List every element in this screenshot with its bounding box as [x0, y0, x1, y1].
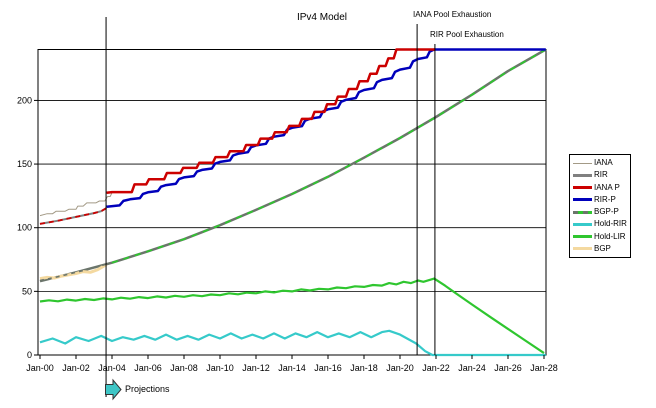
legend-item: RIR: [573, 169, 629, 181]
x-tick-label: Jan-24: [458, 363, 486, 373]
x-tick-label: Jan-16: [314, 363, 342, 373]
series-rir-red-dash: [39, 207, 108, 225]
x-tick-label: Jan-08: [170, 363, 198, 373]
legend-swatch-bgp-icon: [573, 247, 592, 251]
legend-swatch-bgp-p-icon: [573, 210, 592, 214]
legend-item: Hold-LIR: [573, 231, 629, 243]
x-tick-label: Jan-26: [494, 363, 522, 373]
x-tick-label: Jan-02: [62, 363, 90, 373]
legend-item-label: Hold-RIR: [594, 219, 627, 229]
projections-arrow-icon: [105, 378, 122, 401]
iana-exhaustion-label: IANA Pool Exhaustion: [413, 10, 492, 19]
legend-swatch-rir-icon: [573, 173, 592, 177]
series-iana-p: [106, 48, 436, 194]
series-bgp-p-hist-dash: [39, 263, 107, 282]
x-tick-label: Jan-12: [242, 363, 270, 373]
legend-item: BGP: [573, 243, 629, 255]
legend-swatch-hold-rir-icon: [573, 222, 592, 226]
x-tick-label: Jan-28: [530, 363, 558, 373]
legend-item-label: BGP-P: [594, 207, 619, 217]
legend-item-label: IANA: [594, 158, 613, 168]
projections-label: Projections: [125, 384, 170, 394]
legend-item-label: BGP: [594, 243, 611, 253]
legend-item-label: RIR-P: [594, 194, 616, 204]
series-hold-rir: [39, 329, 546, 357]
x-tick-label: Jan-06: [134, 363, 162, 373]
y-tick-label: 200: [17, 95, 32, 105]
legend: IANA RIR IANA P RIR-P BGP-P Hold-RIR Hold-LIR B…: [569, 154, 631, 258]
x-tick-label: Jan-22: [422, 363, 450, 373]
y-tick-label: 0: [27, 350, 32, 360]
series-rir-p: [106, 48, 546, 208]
y-tick-label: 50: [22, 286, 32, 296]
legend-swatch-iana-p-icon: [573, 186, 592, 190]
legend-item: BGP-P: [573, 206, 629, 218]
series-hold-lir: [39, 277, 545, 355]
legend-item: IANA: [573, 157, 629, 169]
series-bgp-p-proj-dash: [111, 48, 547, 264]
legend-item: Hold-RIR: [573, 218, 629, 230]
legend-item: RIR-P: [573, 194, 629, 206]
legend-item-label: RIR: [594, 170, 608, 180]
chart-title: IPv4 Model: [296, 12, 348, 23]
x-tick-label: Jan-18: [350, 363, 378, 373]
x-tick-label: Jan-00: [26, 363, 54, 373]
x-tick-label: Jan-04: [98, 363, 126, 373]
rir-exhaustion-label: RIR Pool Exhaustion: [430, 30, 504, 39]
y-tick-label: 100: [17, 223, 32, 233]
legend-item-label: Hold-LIR: [594, 231, 626, 241]
legend-item-label: IANA P: [594, 182, 620, 192]
x-tick-label: Jan-10: [206, 363, 234, 373]
legend-swatch-iana-icon: [573, 162, 592, 164]
legend-item: IANA P: [573, 182, 629, 194]
series-bgp-p: [39, 48, 547, 283]
legend-swatch-rir-p-icon: [573, 198, 592, 202]
x-tick-label: Jan-20: [386, 363, 414, 373]
x-tick-label: Jan-14: [278, 363, 306, 373]
y-tick-label: 150: [17, 159, 32, 169]
legend-swatch-hold-lir-icon: [573, 235, 592, 239]
